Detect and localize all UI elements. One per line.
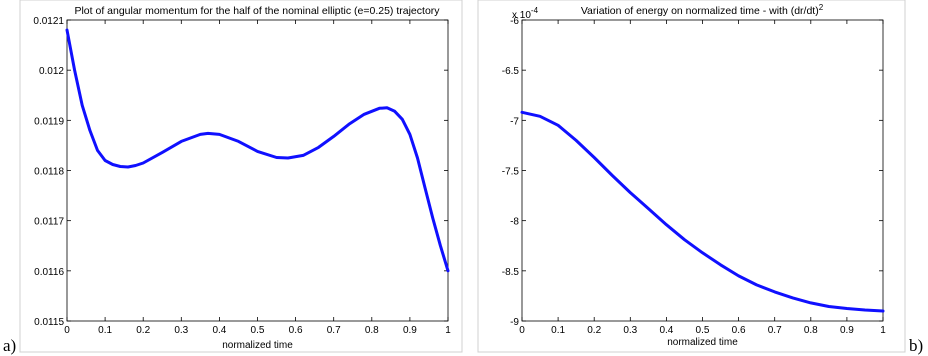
y-tick-label: 0.0116 <box>34 267 64 278</box>
x-tick-label: 0.3 <box>623 325 637 336</box>
x-tick-label: 1 <box>880 325 886 336</box>
y-tick-label: -9 <box>510 317 519 328</box>
chart-title-b: Variation of energy on normalized time -… <box>581 3 824 17</box>
x-tick-label: 0.3 <box>174 325 188 336</box>
x-tick-label: 0.4 <box>659 325 673 336</box>
x-tick-label: 0.8 <box>804 325 818 336</box>
x-tick-label: 0.5 <box>251 325 265 336</box>
panel-a: a) Plot of angular momentum for the half… <box>3 0 463 355</box>
chart-a: Plot of angular momentum for the half of… <box>33 5 451 351</box>
chart-title-a: Plot of angular momentum for the half of… <box>74 5 440 17</box>
plot-area-a <box>66 19 449 322</box>
x-tick-label: 0 <box>519 325 525 336</box>
x-tick-label: 0.2 <box>136 325 150 336</box>
x-tick-label: 0.6 <box>732 325 746 336</box>
x-axis-label-b: normalized time <box>667 337 738 348</box>
x-axis-label-a: normalized time <box>222 340 293 351</box>
y-tick-label: -6 <box>510 16 519 27</box>
y-tick-label: -6.5 <box>502 66 520 77</box>
panel-b: b) Variation of energy on normalized tim… <box>477 0 923 355</box>
series-line-a <box>65 28 450 273</box>
series-line-b <box>520 110 885 313</box>
y-tick-label: -8.5 <box>502 267 520 278</box>
plot-area-b <box>521 19 884 322</box>
x-tick-label: 0.1 <box>551 325 565 336</box>
x-tick-label: 1 <box>445 325 451 336</box>
y-tick-label: -8 <box>510 217 519 228</box>
panel-a-label: a) <box>3 336 16 355</box>
y-tick-label: 0.0119 <box>34 116 64 127</box>
y-exponent-power: -4 <box>531 6 539 15</box>
y-tick-label: -7.5 <box>502 167 520 178</box>
chart-title-superscript-b: 2 <box>819 3 824 12</box>
x-tick-label: 0.6 <box>289 325 303 336</box>
x-tick-label: 0.1 <box>98 325 112 336</box>
y-tick-label: 0.012 <box>39 66 64 77</box>
y-tick-label: 0.0117 <box>34 217 64 228</box>
x-tick-label: 0.5 <box>696 325 710 336</box>
y-tick-label: -7 <box>510 116 519 127</box>
panel-b-label: b) <box>909 336 923 355</box>
x-tick-label: 0.7 <box>768 325 782 336</box>
chart-b: Variation of energy on normalized time -… <box>502 3 886 348</box>
y-tick-label: 0.0118 <box>34 167 64 178</box>
x-tick-label: 0.8 <box>365 325 379 336</box>
x-tick-label: 0 <box>64 325 70 336</box>
y-tick-label: 0.0121 <box>33 16 64 27</box>
y-tick-label: 0.0115 <box>34 317 64 328</box>
x-tick-label: 0.9 <box>403 325 417 336</box>
x-tick-label: 0.7 <box>327 325 341 336</box>
x-tick-label: 0.4 <box>212 325 226 336</box>
x-tick-label: 0.2 <box>587 325 601 336</box>
x-tick-label: 0.9 <box>840 325 854 336</box>
